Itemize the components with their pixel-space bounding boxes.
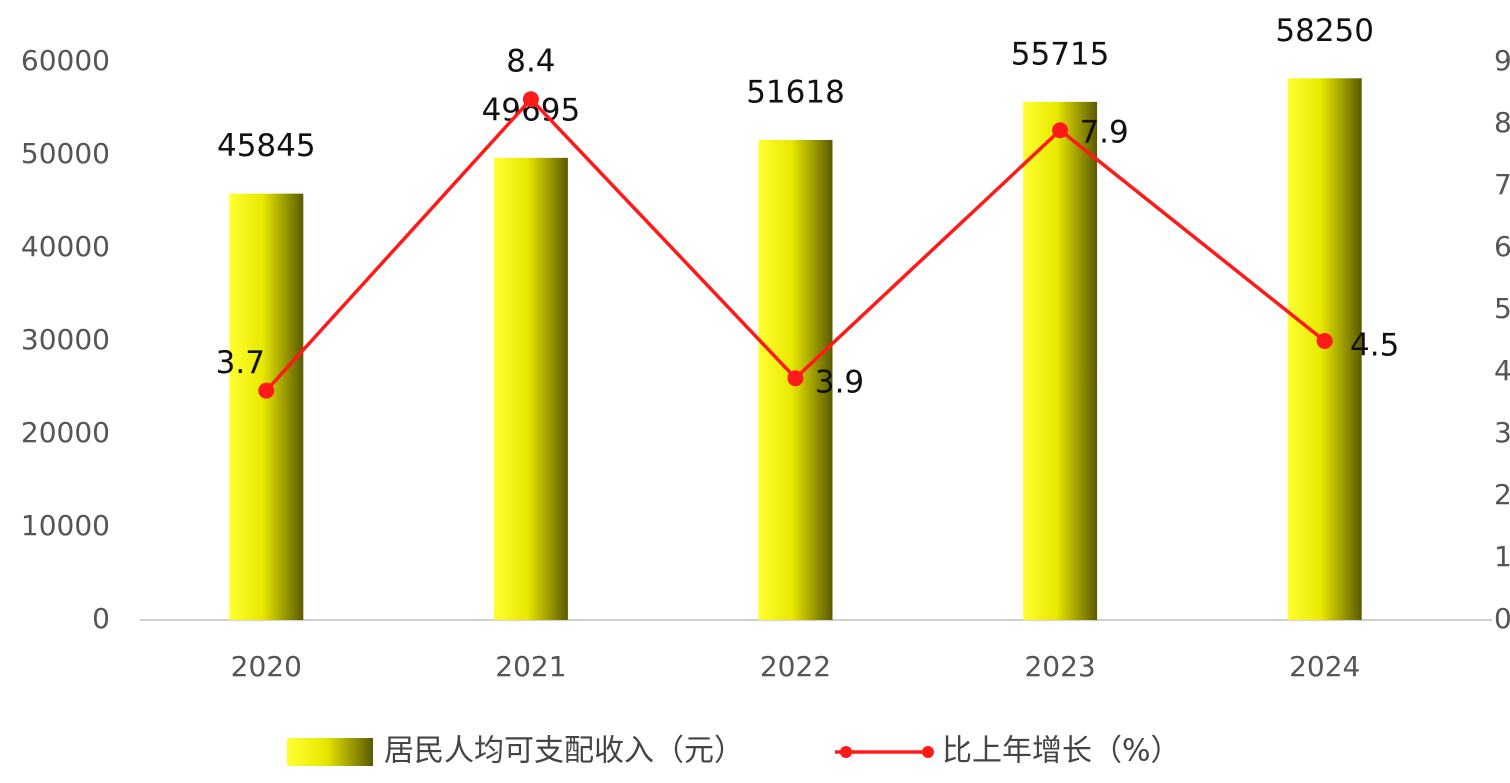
legend-swatch	[840, 746, 852, 758]
y-tick-label: 50000	[21, 137, 110, 170]
y-tick-label: 60000	[21, 44, 110, 77]
data-label: 7.9	[1079, 115, 1128, 151]
y2-tick-label: 3	[1494, 416, 1510, 449]
data-label: 51618	[746, 74, 845, 110]
y-tick-label: 20000	[21, 416, 110, 449]
line-point	[522, 91, 539, 108]
legend-label: 居民人均可支配收入（元）	[384, 734, 744, 769]
y-tick-label: 0	[92, 602, 110, 635]
data-label: 58250	[1275, 13, 1374, 49]
x-tick-label: 2022	[760, 650, 831, 683]
bar	[229, 193, 304, 621]
data-label: 45845	[217, 128, 316, 164]
y2-tick-label: 6	[1494, 230, 1510, 263]
y2-tick-label: 8	[1494, 106, 1510, 139]
y2-tick-label: 7	[1494, 168, 1510, 201]
bar	[1023, 101, 1098, 620]
data-label: 3.9	[815, 365, 864, 401]
line-point	[787, 370, 804, 387]
line-point	[1316, 333, 1333, 349]
y2-tick-label: 4	[1494, 354, 1510, 387]
data-label: 4.5	[1350, 328, 1399, 364]
data-label: 55715	[1011, 36, 1110, 72]
y2-tick-label: 2	[1494, 478, 1510, 511]
legend-swatch	[287, 738, 373, 766]
y-tick-label: 40000	[21, 230, 110, 263]
data-label: 3.7	[216, 345, 265, 381]
y2-tick-label: 9	[1494, 44, 1510, 77]
y-tick-label: 30000	[21, 323, 110, 356]
x-tick-label: 2021	[495, 650, 566, 683]
y2-tick-label: 0	[1494, 602, 1510, 635]
x-tick-label: 2023	[1024, 650, 1095, 683]
x-tick-label: 2024	[1289, 650, 1360, 683]
y2-tick-label: 5	[1494, 292, 1510, 325]
data-label: 8.4	[506, 44, 555, 80]
bar	[493, 157, 568, 621]
y-tick-label: 10000	[21, 509, 110, 542]
legend-label: 比上年增长（%）	[942, 734, 1181, 769]
bar	[1287, 78, 1362, 620]
y2-tick-label: 1	[1494, 540, 1510, 573]
x-tick-label: 2020	[231, 650, 302, 683]
line-point	[258, 382, 275, 399]
line-point	[1052, 122, 1069, 139]
legend-swatch	[922, 746, 934, 758]
